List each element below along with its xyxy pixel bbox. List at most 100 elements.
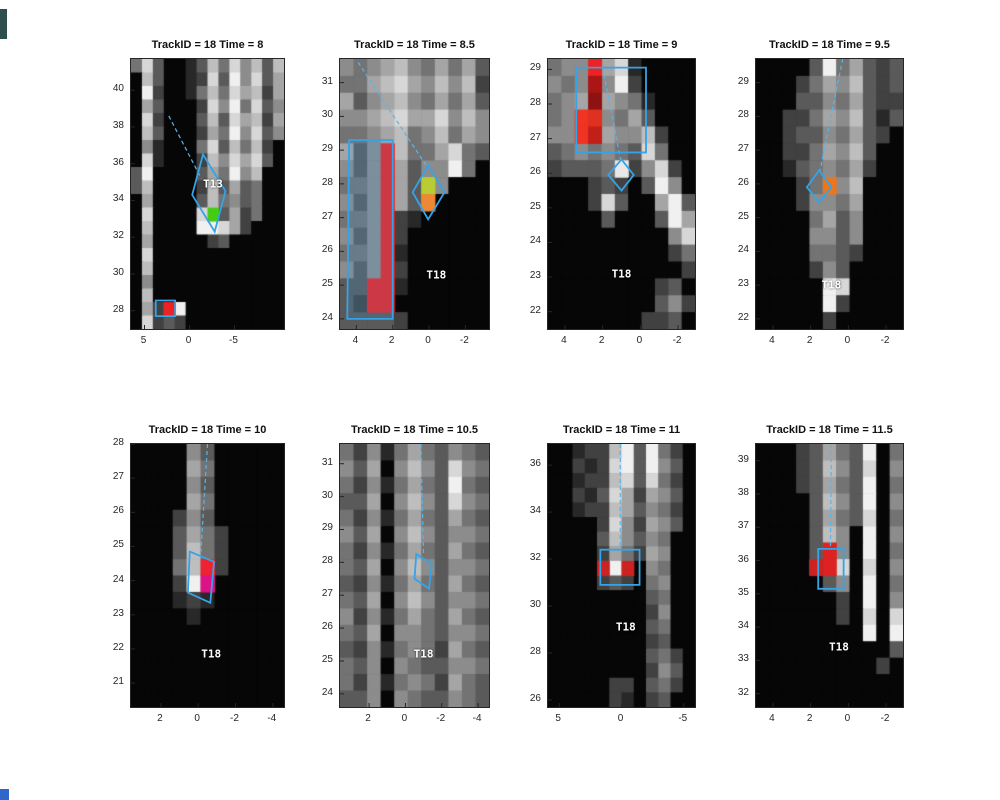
x-tick-label: -4 (267, 713, 277, 724)
y-tick-label: 25 (112, 539, 124, 551)
y-tick-label: 28 (321, 176, 333, 188)
y-tick-label: 30 (321, 489, 333, 501)
x-tick-label: 2 (598, 335, 605, 346)
track-gate-overlay (756, 444, 887, 707)
y-tick-label: 32 (112, 230, 124, 242)
x-tick-label: 2 (388, 335, 395, 346)
y-tick-label: 38 (112, 119, 124, 131)
y-tick-label: 24 (529, 235, 541, 247)
track-gate-polygon (186, 550, 215, 605)
x-tick-label: -2 (459, 335, 469, 346)
plot-title: TrackID = 18 Time = 10 (148, 424, 267, 436)
x-tick-label: 4 (561, 335, 567, 346)
y-tick-label: 23 (737, 278, 749, 290)
track-gate-polygon (191, 152, 227, 234)
track-gate-polygon (575, 66, 647, 154)
track-label: T18 (821, 278, 842, 292)
y-tick-label: 36 (529, 458, 541, 470)
y-tick-label: 24 (321, 311, 333, 323)
track-gate-polygon (599, 548, 641, 586)
x-tick-label: -2 (880, 713, 890, 724)
subplot-time-8-5: TrackID = 18 Time = 8.5 T18 24 25 26 27 28 29… (322, 39, 490, 346)
y-tick-label: 37 (737, 520, 749, 532)
y-tick-label: 31 (321, 75, 333, 87)
track-label: T18 (201, 647, 222, 661)
track-gate-overlay (131, 444, 274, 707)
y-tick-label: 38 (737, 486, 749, 498)
plot-title: TrackID = 18 Time = 9.5 (769, 39, 890, 51)
y-tick-label: 34 (737, 620, 749, 632)
track-label: T18 (615, 620, 636, 634)
x-tick-label: 0 (844, 335, 851, 346)
window-edge-artifact-top (0, 9, 7, 39)
heatmap-image (756, 59, 903, 329)
plot-title: TrackID = 18 Time = 8.5 (354, 39, 475, 51)
y-tick-label: 27 (321, 210, 333, 222)
y-tick-label: 26 (321, 621, 333, 633)
x-tick-label: -4 (472, 713, 482, 724)
x-tick-label: 0 (401, 713, 408, 724)
y-tick-label: 28 (112, 437, 124, 448)
y-tick-label: 24 (321, 686, 333, 698)
subplot-time-10-5: TrackID = 18 Time = 10.5 T18 24 25 26 27 28 2… (322, 424, 490, 724)
track-gate-overlay (756, 59, 887, 329)
subplot-time-11: TrackID = 18 Time = 11 T18 26 28 30 32 34 36 … (530, 424, 696, 724)
y-tick-label: 24 (112, 573, 124, 585)
y-tick-label: 25 (321, 278, 333, 290)
track-gate-polygon (607, 157, 635, 192)
y-tick-label: 26 (529, 692, 541, 704)
plot-axes: T18 (547, 443, 696, 708)
x-tick-label: -2 (436, 713, 446, 724)
plot-title: TrackID = 18 Time = 11.5 (766, 424, 893, 436)
y-tick-label: 29 (737, 75, 749, 87)
track-gate-overlay (340, 444, 479, 707)
subplot-time-9: TrackID = 18 Time = 9 T18 22 23 24 25 26 27 28… (530, 39, 696, 346)
y-tick-label: 30 (321, 109, 333, 121)
y-tick-label: 29 (321, 522, 333, 534)
track-label: T18 (413, 647, 434, 661)
subplot-time-9-5: TrackID = 18 Time = 9.5 T18 22 23 24 25 26 27… (738, 39, 904, 346)
y-tick-label: 26 (112, 505, 124, 517)
y-tick-label: 30 (529, 599, 541, 611)
y-tick-label: 32 (529, 552, 541, 564)
x-tick-label: 2 (365, 713, 371, 724)
heatmap-image (756, 444, 903, 707)
y-tick-label: 24 (737, 244, 749, 256)
y-tick-label: 28 (529, 645, 541, 657)
y-tick-label: 23 (529, 270, 541, 282)
plot-axes: T18 (547, 58, 696, 330)
y-tick-label: 28 (321, 555, 333, 567)
subplot-time-8: TrackID = 18 Time = 8 T13 28 30 32 34 36 38 40… (113, 39, 285, 346)
x-tick-label: 0 (185, 335, 192, 346)
y-tick-label: 22 (737, 311, 749, 323)
y-tick-label: 29 (529, 62, 541, 74)
track-gate-overlay (131, 89, 235, 329)
x-tick-label: 0 (844, 713, 851, 724)
x-tick-label: 2 (806, 713, 813, 724)
y-tick-label: 22 (529, 304, 541, 316)
y-tick-label: 40 (112, 83, 124, 95)
y-tick-label: 27 (321, 588, 333, 600)
x-tick-label: -5 (229, 335, 238, 346)
y-tick-label: 26 (321, 244, 333, 256)
subplot-time-11-5: TrackID = 18 Time = 11.5 T18 32 33 34 35 36 3… (738, 424, 904, 724)
track-gate-overlay (340, 62, 466, 329)
y-tick-label: 26 (529, 166, 541, 178)
y-tick-label: 27 (112, 471, 124, 483)
x-tick-label: 0 (425, 335, 431, 346)
x-tick-label: -2 (880, 335, 890, 346)
track-gate-overlay (548, 444, 685, 707)
y-tick-label: 21 (112, 676, 124, 688)
plot-axes: T13 (130, 58, 285, 330)
x-tick-label: 4 (769, 335, 775, 346)
track-gate-overlay (548, 66, 679, 329)
track-gate-polygon (805, 168, 833, 204)
heatmap-image (548, 59, 695, 329)
x-tick-label: -2 (672, 335, 682, 346)
y-tick-label: 28 (112, 303, 124, 315)
y-tick-label: 28 (529, 97, 541, 108)
y-tick-label: 33 (737, 653, 749, 665)
track-label: T18 (611, 267, 632, 281)
y-tick-label: 35 (737, 586, 749, 598)
